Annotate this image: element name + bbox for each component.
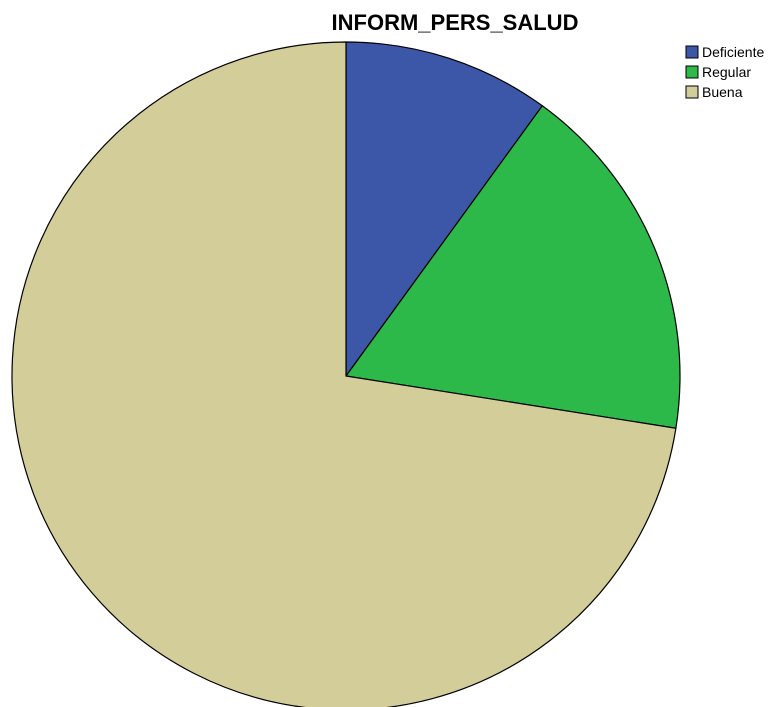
legend-label-regular: Regular — [702, 64, 751, 80]
legend-swatch-deficiente — [685, 45, 699, 59]
pie-slice-deficiente — [345, 41, 544, 378]
legend-label-deficiente: Deficiente — [702, 44, 764, 60]
pie-slices — [11, 41, 681, 707]
legend-swatch-buena — [685, 85, 699, 99]
pie-slice-buena — [11, 41, 677, 707]
pie-slice-regular — [344, 104, 681, 429]
legend-swatch-regular — [685, 65, 699, 79]
chart-title: INFORM_PERS_SALUD — [332, 10, 579, 35]
legend-label-buena: Buena — [702, 84, 743, 100]
legend: Deficiente Regular Buena — [685, 44, 764, 100]
